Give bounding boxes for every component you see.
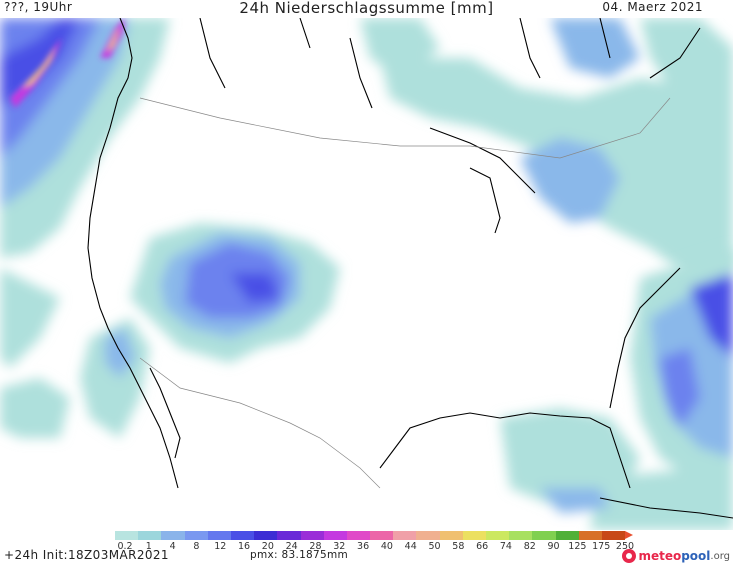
legend-swatch xyxy=(555,531,579,540)
legend-swatch xyxy=(115,531,139,540)
legend-tick: 90 xyxy=(547,541,560,552)
legend-colorbar xyxy=(115,531,626,540)
legend-tick: 8 xyxy=(193,541,200,552)
legend-swatch xyxy=(277,531,301,540)
legend-overflow-arrow xyxy=(625,531,633,539)
legend-tick: 125 xyxy=(568,541,587,552)
logo-text-org: .org xyxy=(710,550,730,562)
date-label: 04. Maerz 2021 xyxy=(602,0,703,14)
legend-tick: 12 xyxy=(214,541,227,552)
legend-swatch xyxy=(462,531,486,540)
legend-tick: 1 xyxy=(145,541,152,552)
legend-swatch xyxy=(578,531,602,540)
legend-swatch xyxy=(138,531,162,540)
logo-circle-icon xyxy=(622,549,637,563)
legend-tick: 250 xyxy=(615,541,635,552)
precip-area-northeast xyxy=(360,18,733,278)
legend-tick: 36 xyxy=(357,541,370,552)
legend-tick: 32 xyxy=(333,541,346,552)
precip-area-southwest xyxy=(80,223,340,438)
legend-swatch xyxy=(439,531,463,540)
legend-tick: 66 xyxy=(476,541,489,552)
coastlines xyxy=(87,18,733,519)
legend-tick: 28 xyxy=(309,541,322,552)
precip-core-coastal xyxy=(10,18,125,108)
legend-swatch xyxy=(509,531,533,540)
legend-swatch xyxy=(486,531,510,540)
legend-tick: 74 xyxy=(499,541,512,552)
map-title: 24h Niederschlagssumme [mm] xyxy=(239,0,494,17)
precip-area-pacific-northwest xyxy=(0,18,170,258)
meteopool-logo[interactable]: meteo pool .org xyxy=(622,549,730,563)
precip-area-atlantic xyxy=(500,248,733,530)
model-run-label: +24h Init:18Z03MAR2021 xyxy=(4,548,169,562)
legend-tick: 40 xyxy=(380,541,393,552)
legend-swatch xyxy=(370,531,394,540)
legend-swatch xyxy=(346,531,371,540)
legend-tick: 50 xyxy=(428,541,441,552)
legend-tick: 24 xyxy=(285,541,298,552)
legend-swatch xyxy=(207,531,231,540)
precip-area-pacific-south xyxy=(0,268,70,438)
valid-time-label: ???, 19Uhr xyxy=(4,0,73,14)
logo-text-pool: pool xyxy=(681,549,711,563)
country-borders xyxy=(139,97,671,489)
logo-text-meteo: meteo xyxy=(638,549,682,563)
legend-tick: 82 xyxy=(523,541,536,552)
legend-tick: 175 xyxy=(592,541,611,552)
legend-tick: 4 xyxy=(169,541,176,552)
legend-tick: 20 xyxy=(261,541,274,552)
legend-tick: 44 xyxy=(404,541,417,552)
legend-swatch xyxy=(254,531,278,540)
legend-swatch xyxy=(300,531,324,540)
legend-swatch xyxy=(323,531,347,540)
legend-swatch xyxy=(601,531,626,540)
legend-swatch xyxy=(416,531,440,540)
legend-swatch xyxy=(230,531,255,540)
legend-tick: 58 xyxy=(452,541,465,552)
precipitation-map xyxy=(0,18,733,530)
legend-tick: 0.2 xyxy=(117,541,133,552)
legend-swatch xyxy=(184,531,208,540)
pmx-label: pmx: 83.1875mm xyxy=(250,549,349,561)
legend-swatch xyxy=(532,531,556,540)
legend-tick: 16 xyxy=(238,541,251,552)
legend-swatch xyxy=(161,531,185,540)
legend-swatch xyxy=(393,531,417,540)
legend-tick-labels: 0.2 1 4 8 12 16 20 24 28 32 36 40 44 50 58 66 74 82 90 125 1… xyxy=(115,541,635,553)
